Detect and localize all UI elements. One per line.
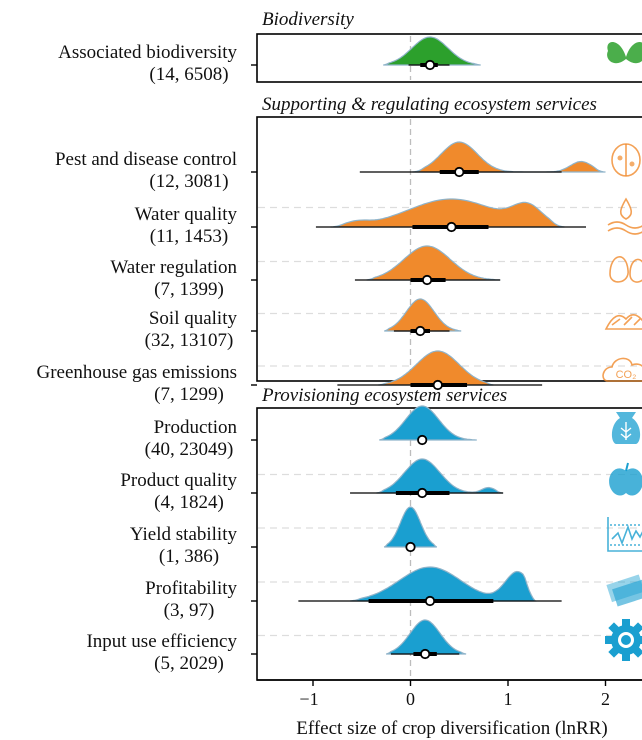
- density-ridge: [330, 198, 565, 228]
- ladybug-icon: [611, 143, 641, 177]
- section-title-supporting: Supporting & regulating ecosystem servic…: [262, 94, 597, 115]
- row-counts: (32, 13107): [145, 330, 234, 351]
- marks-layer: [298, 36, 606, 660]
- money-icon: [606, 574, 642, 607]
- density-ridge: [378, 350, 494, 386]
- x-tick-label: 0: [406, 689, 415, 709]
- icons-layer: CO₂: [602, 41, 642, 661]
- mean-point: [424, 59, 436, 71]
- row-counts: (4, 1824): [154, 492, 224, 513]
- row-label: Profitability: [145, 578, 237, 599]
- x-tick-label: 1: [504, 689, 513, 709]
- apple-icon: [609, 462, 642, 496]
- row-label: Soil quality: [149, 308, 238, 329]
- x-tick-label: 2: [601, 689, 610, 709]
- mean-point: [415, 325, 426, 337]
- row-counts: (14, 6508): [149, 64, 228, 85]
- x-axis-ticks: −1 0 1 2: [299, 680, 610, 709]
- mean-point: [454, 166, 465, 178]
- density-ridge: [385, 619, 467, 655]
- x-tick-label: −1: [299, 689, 318, 709]
- svg-text:CO₂: CO₂: [616, 369, 637, 381]
- butterfly-icon: [607, 41, 642, 64]
- row-label: Water regulation: [110, 257, 237, 278]
- row-counts: (40, 23049): [145, 439, 234, 460]
- mean-point: [421, 274, 433, 286]
- mean-point: [446, 221, 457, 233]
- row-label: Water quality: [135, 204, 238, 225]
- co2-cloud-icon: CO₂: [602, 357, 642, 382]
- mean-point: [417, 434, 428, 446]
- row-labels-layer: Associated biodiversity(14, 6508) Pest an…: [36, 42, 237, 674]
- row-counts: (12, 3081): [149, 171, 228, 192]
- section-title-biodiversity: Biodiversity: [262, 9, 354, 30]
- soil-icon: [604, 313, 642, 330]
- row-label: Pest and disease control: [55, 149, 237, 170]
- row-label: Production: [154, 417, 238, 438]
- row-counts: (11, 1453): [150, 226, 228, 247]
- row-counts: (7, 1299): [154, 384, 224, 405]
- row-label: Yield stability: [130, 524, 238, 545]
- water-drop-icon: [607, 197, 642, 235]
- mean-point: [417, 487, 428, 499]
- mean-point: [424, 595, 436, 607]
- row-label: Associated biodiversity: [58, 42, 237, 63]
- row-counts: (7, 1399): [154, 279, 224, 300]
- row-label: Greenhouse gas emissions: [36, 362, 237, 383]
- section-title-provisioning: Provisioning ecosystem services: [261, 385, 507, 406]
- row-counts: (1, 386): [159, 546, 219, 567]
- grain-sack-icon: [611, 412, 641, 444]
- density-ridge: [383, 506, 438, 548]
- density-ridge: [376, 458, 504, 494]
- density-ridge: [379, 405, 477, 441]
- mean-point: [405, 541, 416, 553]
- row-label: Product quality: [120, 470, 237, 491]
- row-counts: (5, 2029): [154, 653, 224, 674]
- density-ridge: [366, 245, 501, 281]
- mean-point: [432, 379, 443, 391]
- stability-chart-icon: [607, 517, 642, 552]
- panel-frame-provisioning: [256, 407, 642, 681]
- density-ridge: [384, 298, 462, 332]
- row-counts: (3, 97): [164, 600, 215, 621]
- mean-point: [420, 648, 431, 660]
- gear-icon: [605, 619, 642, 661]
- row-label: Input use efficiency: [86, 631, 237, 652]
- density-ridge: [412, 141, 606, 173]
- panel-frame-biodiversity: [256, 33, 642, 83]
- x-axis-title: Effect size of crop diversification (lnR…: [296, 718, 607, 739]
- density-ridge: [383, 36, 481, 66]
- water-flow-icon: [609, 256, 642, 283]
- density-ridge: [350, 566, 537, 602]
